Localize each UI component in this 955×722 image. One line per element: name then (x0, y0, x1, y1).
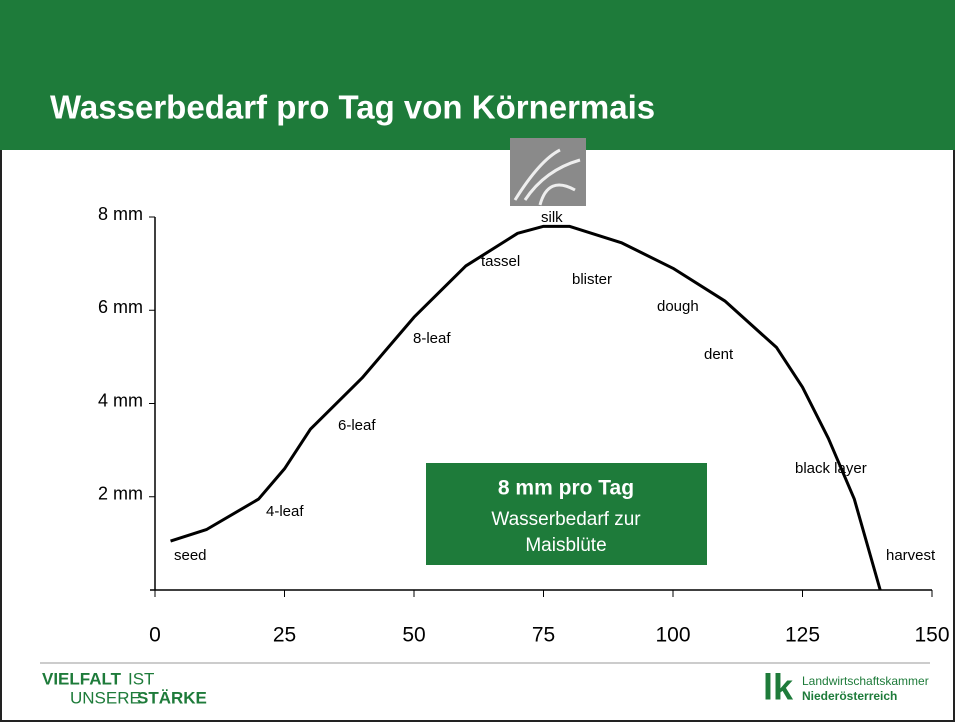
y-tick-label: 2 mm (98, 484, 143, 504)
y-tick-label: 8 mm (98, 204, 143, 224)
callout-line: Maisblüte (525, 535, 606, 556)
x-tick-label: 125 (785, 624, 820, 647)
stage-label: dough (657, 298, 699, 315)
x-tick-label: 75 (532, 624, 555, 647)
logo-mark: lk (763, 667, 794, 708)
slogan-word: VIELFALT (42, 669, 122, 688)
stage-label: silk (541, 209, 563, 226)
silk-photo (510, 138, 586, 206)
stage-label: dent (704, 346, 734, 363)
callout-headline: 8 mm pro Tag (498, 477, 634, 500)
x-tick-label: 25 (273, 624, 296, 647)
stage-label: seed (174, 547, 207, 564)
stage-label: 4-leaf (266, 503, 304, 520)
organization: Landwirtschaftskammer (802, 674, 929, 688)
stage-label: black layer (795, 460, 867, 477)
stage-label: blister (572, 271, 612, 288)
callout-line: Wasserbedarf zur (491, 509, 641, 530)
x-tick-label: 50 (402, 624, 425, 647)
organization: Niederösterreich (802, 689, 897, 703)
slogan-word: UNSERE (70, 688, 141, 707)
stage-label: harvest (886, 547, 936, 564)
y-tick-label: 4 mm (98, 390, 143, 410)
header-band (0, 0, 955, 150)
slogan-word: IST (128, 669, 154, 688)
slide: Wasserbedarf pro Tag von Körnermais 0 25 5… (0, 0, 955, 722)
stage-label: tassel (481, 253, 520, 270)
y-tick-label: 6 mm (98, 297, 143, 317)
x-tick-label: 150 (914, 624, 949, 647)
stage-label: 6-leaf (338, 417, 376, 434)
x-tick-label: 100 (655, 624, 690, 647)
stage-label: 8-leaf (413, 330, 451, 347)
x-tick-label: 0 (149, 624, 161, 647)
slide-title: Wasserbedarf pro Tag von Körnermais (50, 89, 655, 126)
slogan-word: STÄRKE (137, 688, 207, 707)
